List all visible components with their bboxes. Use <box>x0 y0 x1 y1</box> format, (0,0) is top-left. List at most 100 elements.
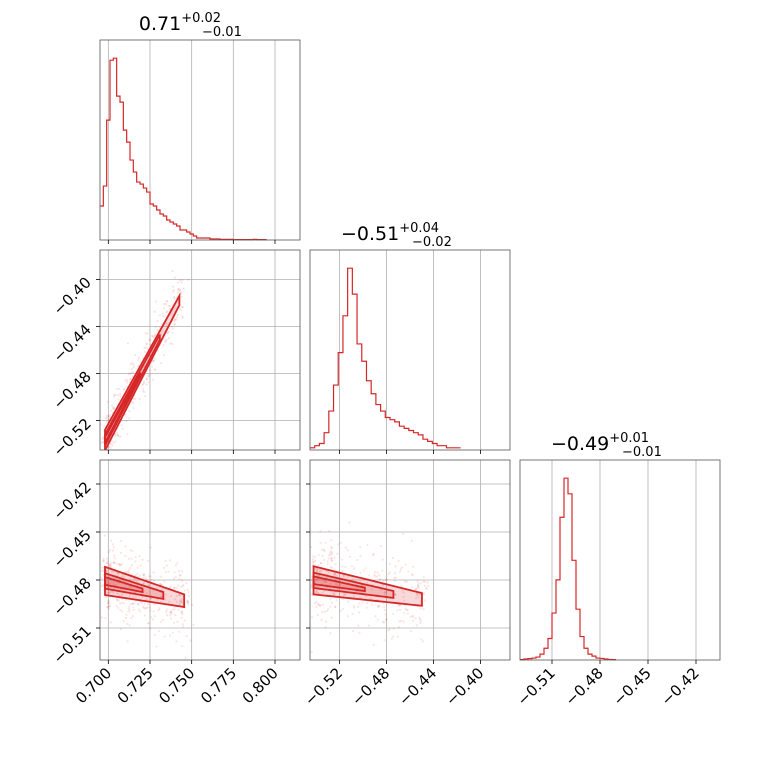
sample-point <box>97 570 99 572</box>
sample-point <box>108 605 111 608</box>
sample-point <box>181 315 184 318</box>
sample-point <box>382 620 385 624</box>
sample-point <box>310 586 313 589</box>
sample-point <box>359 555 362 558</box>
sample-point <box>137 356 141 359</box>
sample-point <box>333 572 337 575</box>
sample-point <box>420 638 423 641</box>
sample-point <box>172 327 175 330</box>
sample-point <box>142 582 145 585</box>
sample-point <box>176 313 179 317</box>
sample-point <box>170 325 173 328</box>
sample-point <box>405 609 408 612</box>
sample-point <box>399 608 402 611</box>
sample-point <box>132 407 135 410</box>
sample-point <box>175 586 178 589</box>
sample-point <box>105 470 107 472</box>
sample-point <box>112 561 115 564</box>
sample-point <box>142 380 146 383</box>
sample-point <box>327 607 330 611</box>
sample-point <box>368 574 371 577</box>
sample-point <box>112 581 115 584</box>
contour-outer <box>104 292 181 450</box>
sample-point <box>106 591 110 594</box>
sample-point <box>312 560 315 564</box>
sample-point <box>317 563 320 567</box>
sample-point <box>315 578 318 581</box>
sample-point <box>416 594 419 597</box>
sample-point <box>319 604 322 607</box>
sample-point <box>156 328 159 332</box>
sample-point <box>349 555 352 558</box>
sample-point <box>394 576 397 579</box>
sample-point <box>323 589 326 593</box>
sample-point <box>119 602 122 605</box>
sample-point <box>163 598 167 601</box>
sample-point <box>112 554 116 557</box>
sample-point <box>372 553 375 556</box>
sample-point <box>147 381 150 384</box>
sample-point <box>182 287 185 290</box>
sample-point <box>411 619 415 622</box>
sample-point <box>136 602 140 606</box>
sample-point <box>118 392 122 396</box>
sample-point <box>398 604 401 607</box>
sample-point <box>180 295 183 298</box>
sample-point <box>333 592 336 595</box>
sample-point <box>383 639 386 642</box>
sample-point <box>318 585 321 588</box>
sample-point <box>170 312 173 315</box>
sample-point <box>172 296 175 299</box>
sample-point <box>177 288 180 291</box>
sample-point <box>330 552 333 555</box>
sample-point <box>178 603 181 606</box>
sample-point <box>329 605 332 608</box>
sample-point <box>180 611 183 614</box>
sample-point <box>384 579 387 582</box>
sample-point <box>169 617 173 620</box>
sample-point <box>132 366 135 369</box>
sample-point <box>387 629 390 632</box>
sample-point <box>384 618 388 622</box>
sample-point <box>411 614 415 617</box>
sample-point <box>373 575 376 578</box>
sample-point <box>132 608 135 611</box>
sample-point <box>107 454 109 456</box>
sample-point <box>306 547 308 549</box>
sample-point <box>423 599 426 602</box>
sample-point <box>142 573 146 576</box>
sample-point <box>311 560 315 563</box>
sample-point <box>178 279 182 282</box>
sample-point <box>130 616 133 620</box>
sample-point <box>111 462 113 464</box>
sample-point <box>311 562 314 566</box>
sample-point <box>364 567 367 570</box>
sample-point <box>109 446 112 449</box>
sample-point <box>131 549 134 553</box>
sample-point <box>131 586 134 589</box>
sample-point <box>310 651 313 654</box>
sample-point <box>426 587 429 590</box>
sample-point <box>410 539 413 542</box>
sample-point <box>168 614 171 617</box>
sample-point <box>158 607 161 610</box>
sample-point <box>133 602 136 605</box>
sample-point <box>105 420 108 423</box>
sample-point <box>152 359 155 362</box>
panel-frame <box>99 459 301 661</box>
sample-point <box>106 560 109 563</box>
sample-point <box>117 398 120 401</box>
sample-point <box>105 458 107 460</box>
sample-point <box>115 562 118 565</box>
sample-point <box>351 578 354 581</box>
sample-point <box>361 601 364 604</box>
sample-point <box>108 602 111 605</box>
sample-point <box>106 581 109 584</box>
sample-point <box>414 617 417 620</box>
sample-point <box>108 549 112 552</box>
sample-point <box>339 610 342 613</box>
sample-point <box>127 570 130 573</box>
sample-point <box>336 587 339 591</box>
sample-point <box>130 564 133 567</box>
sample-point <box>324 580 327 584</box>
